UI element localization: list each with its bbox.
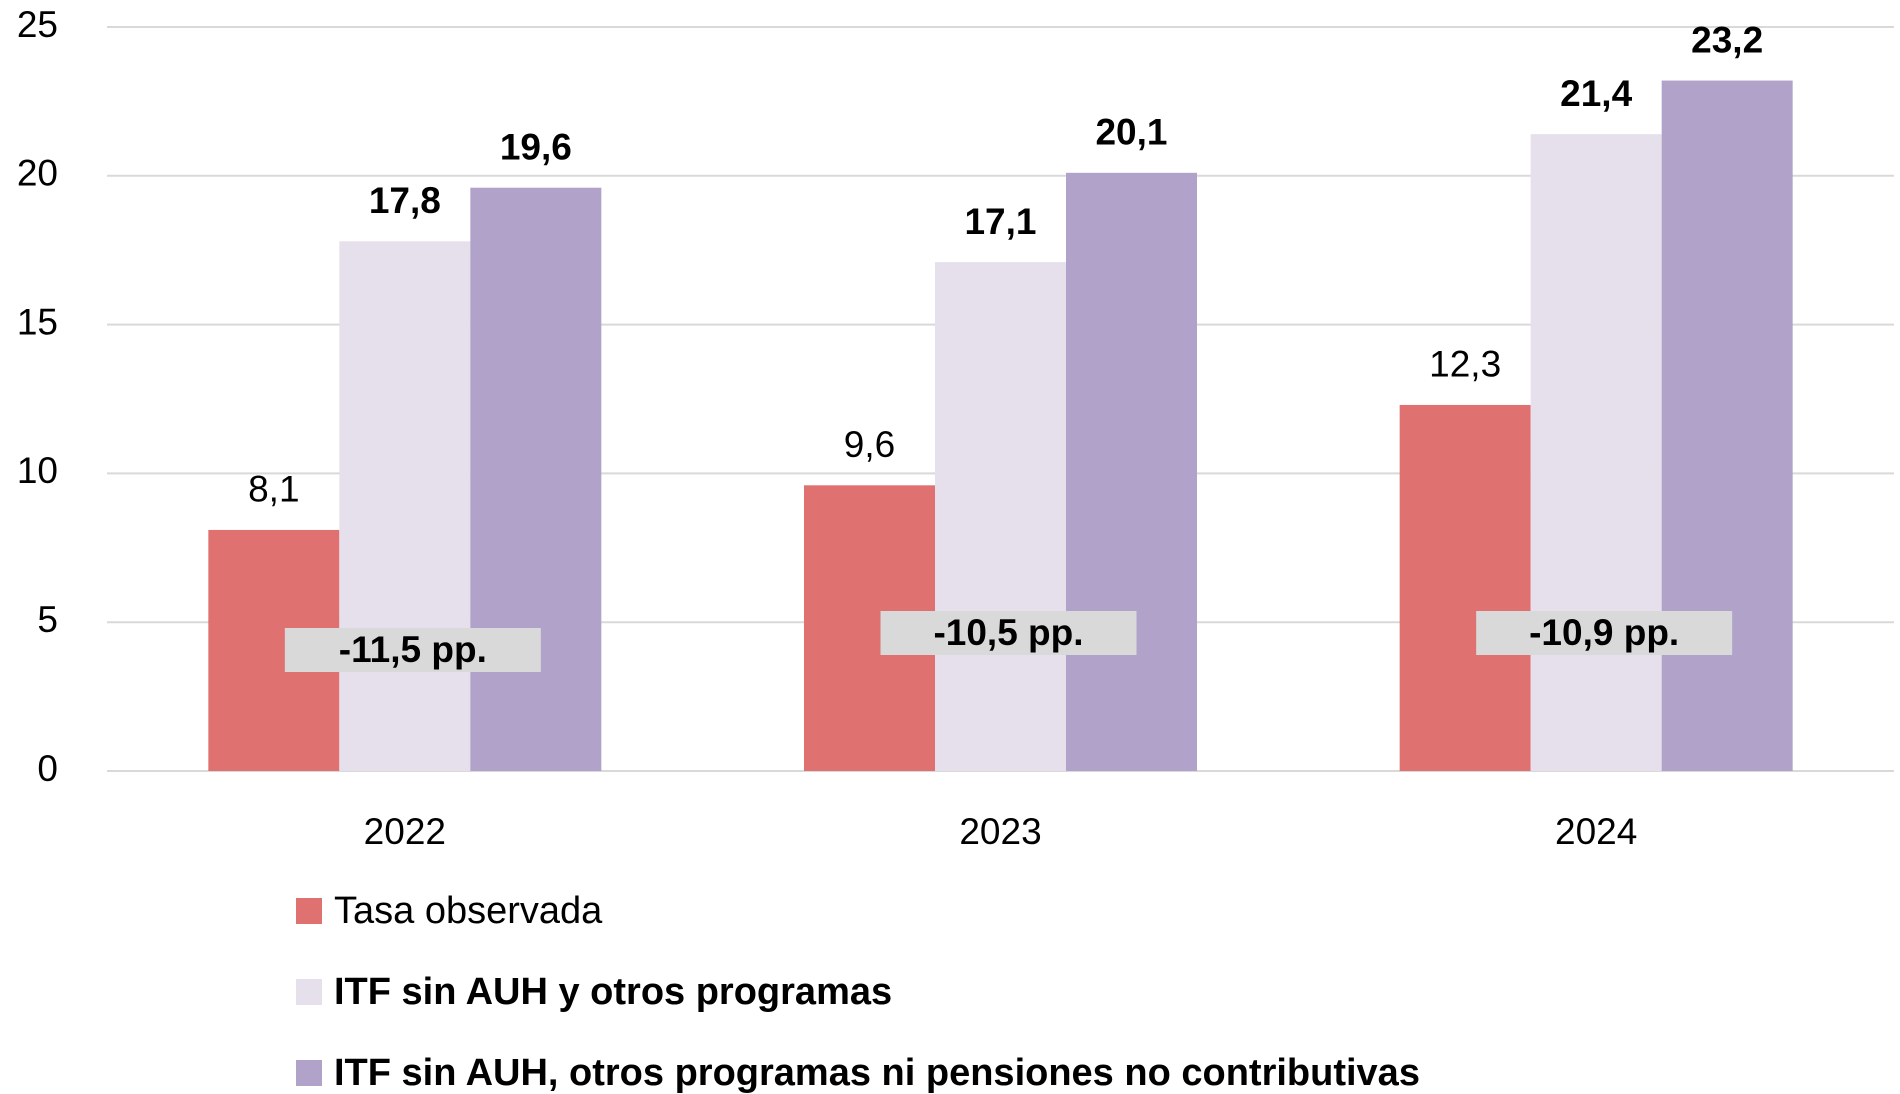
y-tick-label: 20	[17, 153, 58, 194]
data-label: 12,3	[1429, 344, 1501, 385]
bar	[470, 187, 602, 772]
data-label: 21,4	[1560, 73, 1632, 114]
x-tick-label: 2024	[1555, 811, 1637, 852]
annotation-box	[880, 611, 1137, 655]
annotation: -10,9 pp.	[1529, 612, 1679, 653]
data-label: 17,8	[369, 180, 441, 221]
y-tick-label: 25	[17, 4, 58, 45]
annotation: -10,5 pp.	[933, 612, 1083, 653]
y-tick-label: 0	[37, 748, 58, 789]
legend-swatch	[296, 898, 322, 924]
data-label: 9,6	[844, 424, 895, 465]
y-tick-label: 10	[17, 450, 58, 491]
bar	[339, 241, 471, 772]
legend-label: ITF sin AUH, otros programas ni pensione…	[334, 1052, 1420, 1094]
data-label: 19,6	[500, 126, 572, 167]
data-label: 20,1	[1095, 112, 1167, 153]
legend-swatch	[296, 979, 322, 1005]
data-label: 23,2	[1691, 19, 1763, 60]
data-label: 17,1	[964, 201, 1036, 242]
bar	[1530, 134, 1662, 772]
legend-label: Tasa observada	[334, 890, 603, 932]
bar	[1399, 404, 1531, 771]
bar	[935, 262, 1066, 771]
annotation-box	[284, 628, 541, 672]
x-tick-label: 2022	[364, 811, 446, 852]
x-tick-label: 2023	[959, 811, 1041, 852]
bar	[1661, 80, 1793, 772]
y-tick-label: 15	[17, 301, 58, 342]
legend-swatch	[296, 1060, 322, 1086]
y-tick-label: 5	[37, 599, 58, 640]
legend-label: ITF sin AUH y otros programas	[334, 971, 892, 1013]
data-label: 8,1	[248, 469, 299, 510]
bar	[1066, 172, 1197, 772]
annotation: -11,5 pp.	[339, 629, 487, 670]
annotation-box	[1476, 611, 1733, 655]
